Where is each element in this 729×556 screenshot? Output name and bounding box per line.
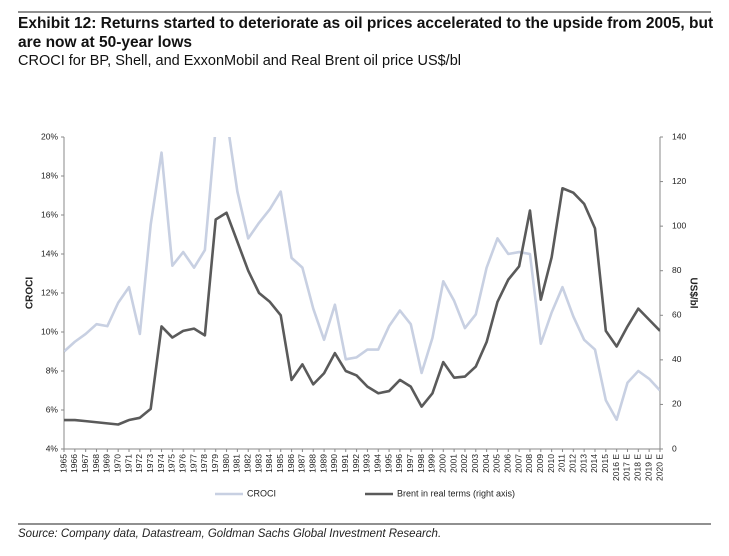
x-tick-label: 1992 xyxy=(351,454,361,473)
x-tick-label: 1985 xyxy=(275,454,285,473)
x-tick-label: 1965 xyxy=(58,454,68,473)
x-tick-label: 2013 xyxy=(578,454,588,473)
x-tick-label: 1968 xyxy=(91,454,101,473)
x-tick-label: 1976 xyxy=(177,454,187,473)
x-tick-label: 1997 xyxy=(405,454,415,473)
x-tick-label: 1981 xyxy=(232,454,242,473)
x-tick-label: 1991 xyxy=(340,454,350,473)
y-tick-label: 4% xyxy=(46,443,59,453)
x-tick-label: 1975 xyxy=(167,454,177,473)
x-tick-label: 2012 xyxy=(568,454,578,473)
x-tick-label: 2000 xyxy=(438,454,448,473)
x-tick-label: 2019 E xyxy=(643,454,653,481)
x-tick-label: 1990 xyxy=(329,454,339,473)
x-tick-label: 1987 xyxy=(297,454,307,473)
x-tick-label: 1971 xyxy=(123,454,133,473)
x-tick-label: 1988 xyxy=(307,454,317,473)
x-tick-label: 1984 xyxy=(264,454,274,473)
y-tick-label: 10% xyxy=(41,326,58,336)
x-tick-label: 1995 xyxy=(383,454,393,473)
x-tick-label: 2011 xyxy=(557,454,567,473)
y-tick-label: 18% xyxy=(41,170,58,180)
x-tick-label: 1966 xyxy=(69,454,79,473)
x-tick-label: 2017 E xyxy=(622,454,632,481)
y-tick-label: 12% xyxy=(41,287,58,297)
legend-label: CROCI xyxy=(247,488,276,498)
y-tick-label: 20% xyxy=(41,131,58,141)
y2-tick-label: 0 xyxy=(672,443,677,453)
x-tick-label: 1980 xyxy=(221,454,231,473)
x-tick-label: 2006 xyxy=(503,454,513,473)
y2-tick-label: 120 xyxy=(672,176,686,186)
x-tick-label: 1998 xyxy=(416,454,426,473)
x-tick-label: 2020 E xyxy=(654,454,664,481)
plot-area xyxy=(64,137,660,426)
x-tick-label: 1996 xyxy=(394,454,404,473)
x-tick-label: 2016 E xyxy=(611,454,621,481)
y2-tick-label: 20 xyxy=(672,399,682,409)
x-tick-label: 1979 xyxy=(210,454,220,473)
legend-label: Brent in real terms (right axis) xyxy=(397,488,515,498)
x-tick-label: 2003 xyxy=(470,454,480,473)
x-tick-label: 1999 xyxy=(427,454,437,473)
y-tick-label: 16% xyxy=(41,209,58,219)
y2-axis-label: US$/bl xyxy=(687,277,698,308)
x-tick-label: 1994 xyxy=(373,454,383,473)
x-tick-label: 1974 xyxy=(156,454,166,473)
y2-tick-label: 60 xyxy=(672,310,682,320)
x-tick-label: 1972 xyxy=(134,454,144,473)
y-tick-label: 14% xyxy=(41,248,58,258)
x-tick-label: 1993 xyxy=(362,454,372,473)
x-tick-label: 1978 xyxy=(199,454,209,473)
y-axis-label: CROCI xyxy=(25,277,36,309)
y-tick-label: 6% xyxy=(46,404,59,414)
x-tick-label: 2002 xyxy=(459,454,469,473)
x-tick-label: 1967 xyxy=(80,454,90,473)
x-tick-label: 2018 E xyxy=(633,454,643,481)
source-note: Source: Company data, Datastream, Goldma… xyxy=(18,528,442,540)
x-tick-label: 2004 xyxy=(481,454,491,473)
y2-tick-label: 100 xyxy=(672,220,686,230)
x-tick-label: 2007 xyxy=(513,454,523,473)
chart-subtitle: CROCI for BP, Shell, and ExxonMobil and … xyxy=(18,53,462,69)
series-line xyxy=(64,137,660,422)
series-line xyxy=(64,186,660,426)
x-tick-label: 2009 xyxy=(535,454,545,473)
y2-tick-label: 40 xyxy=(672,354,682,364)
x-tick-label: 1973 xyxy=(145,454,155,473)
x-tick-label: 1969 xyxy=(102,454,112,473)
x-tick-label: 2010 xyxy=(546,454,556,473)
x-tick-label: 1983 xyxy=(253,454,263,473)
y2-tick-label: 80 xyxy=(672,265,682,275)
chart-title: Exhibit 12: Returns started to deteriora… xyxy=(18,15,714,51)
y-tick-label: 8% xyxy=(46,365,59,375)
x-tick-label: 2005 xyxy=(492,454,502,473)
x-tick-label: 1970 xyxy=(112,454,122,473)
x-tick-label: 1986 xyxy=(286,454,296,473)
y2-tick-label: 140 xyxy=(672,131,686,141)
x-tick-label: 2001 xyxy=(448,454,458,473)
x-tick-label: 1977 xyxy=(188,454,198,473)
x-tick-label: 2008 xyxy=(524,454,534,473)
x-tick-label: 1982 xyxy=(242,454,252,473)
x-tick-label: 1989 xyxy=(318,454,328,473)
x-tick-label: 2015 xyxy=(600,454,610,473)
x-tick-label: 2014 xyxy=(589,454,599,473)
